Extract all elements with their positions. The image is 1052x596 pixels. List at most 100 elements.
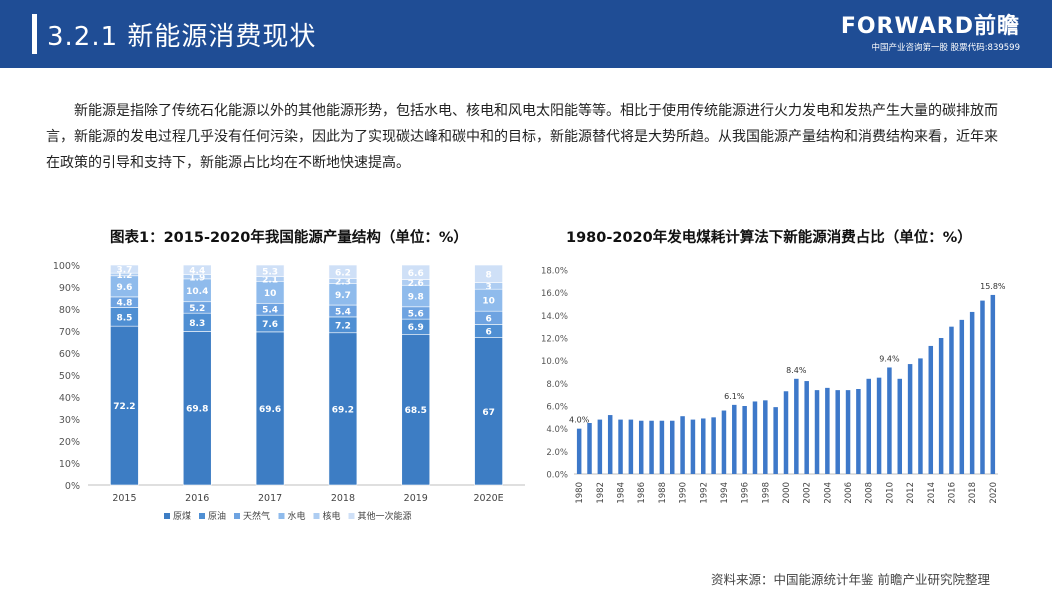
data-label: 8.3	[189, 319, 205, 329]
bar-2004	[825, 387, 830, 474]
x-tick-label: 2014	[927, 482, 937, 504]
brand-tagline: 中国产业咨询第一股 股票代码:839599	[871, 43, 1020, 53]
y-tick-label: 16.0%	[541, 289, 568, 299]
legend-swatch	[278, 513, 285, 519]
bar-2015	[938, 338, 944, 474]
data-label: 4.0%	[569, 416, 590, 425]
bar-2008	[866, 378, 871, 474]
y-tick-label: 0%	[65, 481, 80, 492]
bar-segment-原煤	[110, 325, 139, 486]
x-tick-label: 2018	[968, 482, 978, 504]
brand-logo: FORWARD前瞻 中国产业咨询第一股 股票代码:839599	[840, 14, 1020, 54]
data-label: 1.2	[116, 271, 132, 281]
bar-segment-其他一次能源	[474, 264, 503, 283]
x-tick-label: 2006	[844, 482, 854, 504]
title-accent-bar	[32, 14, 37, 54]
x-tick-label: 1982	[596, 482, 606, 504]
y-tick-label: 40%	[59, 393, 80, 404]
bar-1998	[763, 400, 768, 474]
legend-label: 天然气	[243, 510, 270, 522]
legend-swatch	[199, 513, 205, 519]
bar-1982	[597, 419, 603, 474]
data-label: 10	[482, 297, 495, 307]
data-label: 15.8%	[980, 282, 1006, 291]
data-label: 68.5	[405, 406, 427, 416]
bar-segment-原煤	[474, 337, 503, 486]
source-note: 资料来源：中国能源统计年鉴 前瞻产业研究院整理	[711, 572, 990, 587]
bar-2020	[990, 294, 996, 474]
data-label: 4.8	[116, 299, 132, 309]
x-tick-label: 2019	[404, 493, 428, 504]
bar-2006	[845, 390, 851, 474]
x-tick-label: 2020E	[473, 493, 503, 504]
header-bar: 3.2.1 新能源消费现状 FORWARD前瞻 中国产业咨询第一股 股票代码:8…	[0, 0, 1052, 68]
left-stacked-bar-chart: 0% 10% 20% 30% 40% 50% 60% 70% 80% 90% 100% 72.2 8.5…	[53, 261, 525, 522]
legend-swatch	[164, 513, 170, 519]
data-label: 2.6	[408, 279, 424, 289]
bar-2013	[918, 358, 923, 474]
legend-label: 核电	[323, 510, 341, 522]
y-tick-label: 70%	[59, 327, 80, 338]
data-label: 6.6	[408, 269, 424, 279]
bar-1992	[701, 418, 706, 474]
data-label: 3	[485, 282, 491, 292]
y-tick-label: 12.0%	[541, 335, 568, 345]
x-tick-label: 1994	[720, 482, 730, 504]
x-tick-label: 1984	[617, 482, 627, 504]
bar-segment-其他一次能源	[328, 264, 358, 279]
bar-2016	[949, 326, 954, 474]
data-label: 69.6	[259, 405, 281, 415]
data-label: 9.4%	[879, 354, 900, 363]
bar-1988	[659, 420, 665, 474]
bar-2001	[794, 378, 799, 474]
data-label: 10	[264, 289, 277, 299]
legend-label: 原煤	[173, 510, 191, 522]
legend-swatch	[313, 513, 320, 519]
data-label: 6	[485, 314, 491, 324]
x-tick-label: 1996	[741, 482, 751, 504]
y-tick-label: 4.0%	[546, 425, 568, 435]
data-label: 72.2	[113, 402, 135, 412]
right-chart-title: 1980-2020年发电煤耗计算法下新能源消费占比（单位：%）	[566, 230, 972, 246]
bar-1993	[711, 417, 716, 474]
bar-2011	[897, 378, 903, 474]
data-label: 2.3	[335, 278, 351, 288]
data-label: 7.2	[335, 321, 351, 331]
data-label: 6.9	[408, 323, 424, 333]
bar-2000	[783, 391, 789, 474]
data-label: 69.2	[332, 405, 354, 415]
x-tick-label: 1986	[637, 482, 647, 504]
data-label: 3.7	[116, 266, 132, 276]
data-label: 8	[485, 270, 491, 280]
x-tick-label: 2004	[823, 482, 833, 504]
bar-2003	[814, 390, 820, 474]
bar-1986	[638, 420, 644, 474]
bar-2014	[928, 345, 934, 474]
y-tick-label: 20%	[59, 437, 80, 448]
intro-paragraph: 新能源是指除了传统石化能源以外的其他能源形势，包括水电、核电和风电太阳能等等。相…	[46, 103, 998, 171]
data-label: 69.8	[186, 405, 208, 415]
data-label: 6	[485, 328, 491, 338]
y-tick-label: 6.0%	[546, 403, 568, 413]
x-tick-label: 2017	[258, 493, 282, 504]
data-label: 67	[482, 408, 495, 418]
bar-1981	[587, 423, 592, 474]
data-label: 8.5	[116, 313, 132, 323]
y-tick-label: 100%	[53, 261, 80, 272]
data-label: 5.2	[189, 304, 205, 314]
y-tick-label: 90%	[59, 283, 80, 294]
bar-2005	[835, 390, 840, 474]
y-tick-label: 2.0%	[546, 448, 568, 458]
bar-segment-其他一次能源	[110, 264, 139, 274]
data-label: 5.4	[335, 307, 351, 317]
bar-1995	[732, 404, 737, 474]
legend-label: 原油	[208, 510, 226, 522]
brand-name: FORWARD前瞻	[840, 14, 1020, 39]
bar-2007	[856, 389, 861, 474]
x-tick-label: 1992	[699, 482, 709, 504]
bar-1999	[773, 407, 778, 474]
data-label: 7.6	[262, 320, 278, 330]
y-tick-label: 10%	[59, 459, 80, 470]
data-label: 5.6	[408, 309, 424, 319]
data-label: 4.4	[189, 266, 205, 276]
